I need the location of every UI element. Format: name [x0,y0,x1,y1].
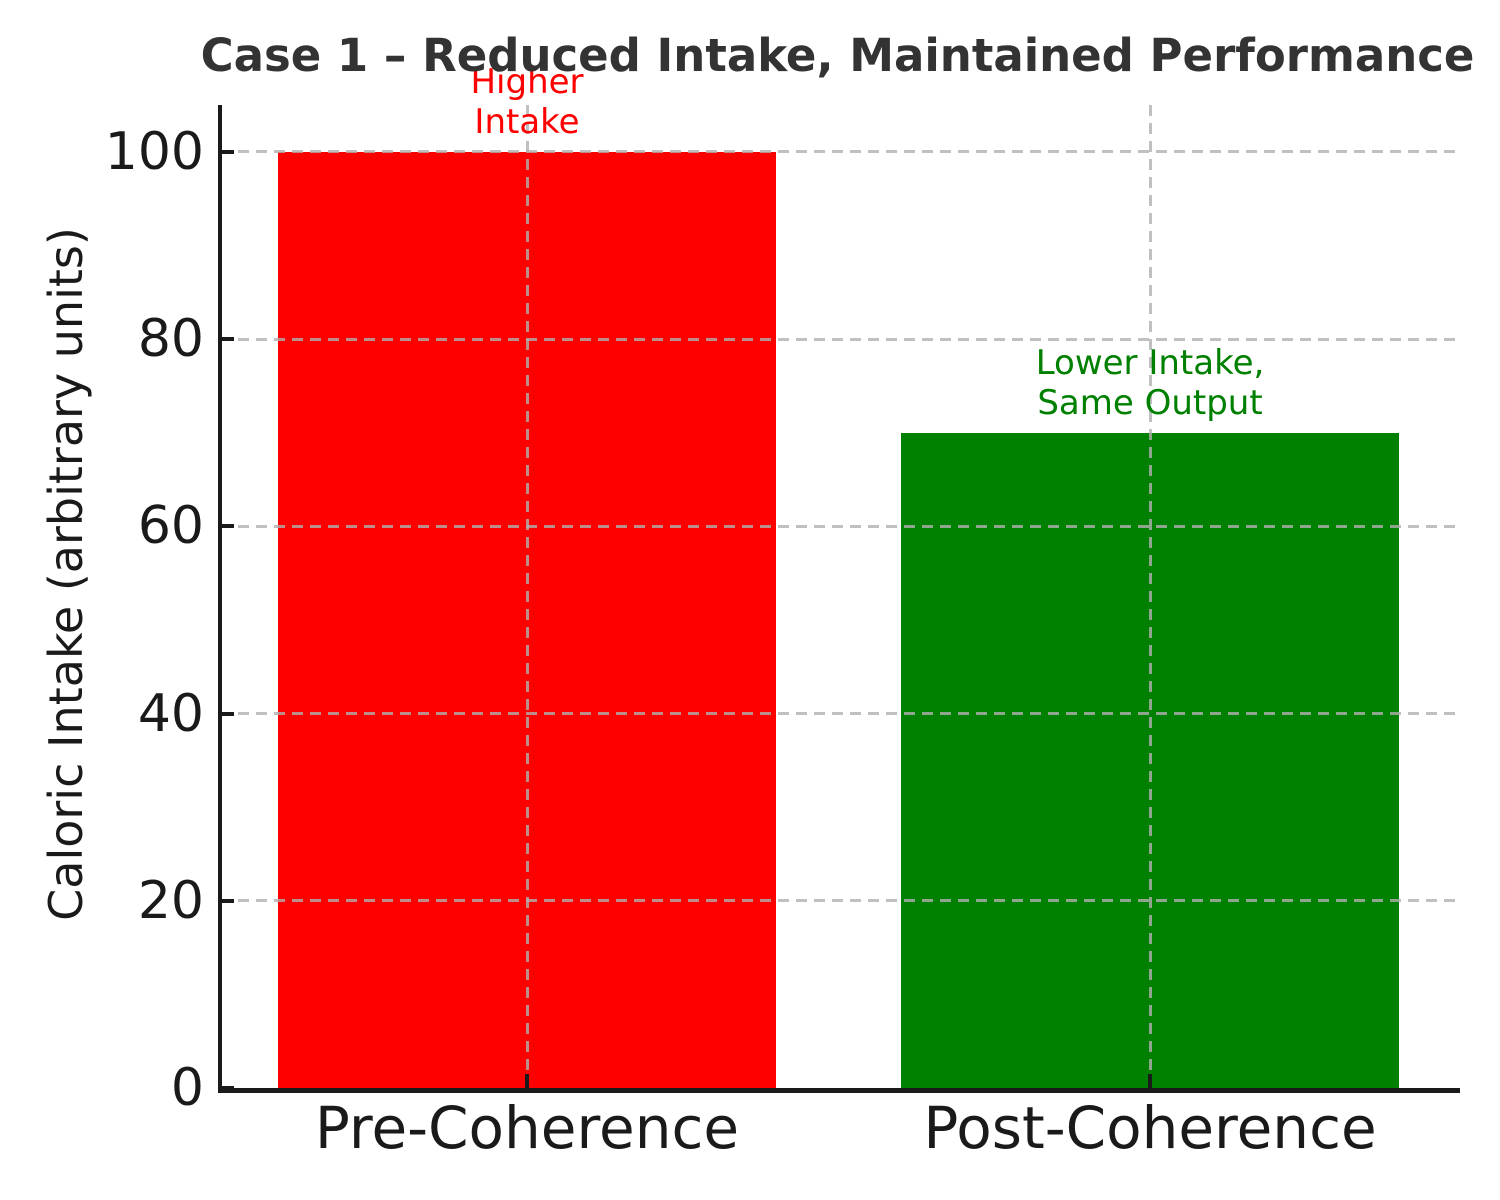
annotation-pre-coherence: Higher Intake [277,62,777,142]
y-tick-label-60: 60 [137,496,204,557]
y-axis-spine [218,105,222,1093]
y-tick-label-40: 40 [137,683,204,744]
y-gridline-20 [220,899,1455,903]
x-tick-post-coherence [1148,1074,1152,1088]
plot-area: 0 20 40 60 80 100 Pre-Coherence Post-Coherence H… [105,62,1455,1160]
y-gridline-40 [220,712,1455,716]
y-tick-20 [220,898,234,903]
x-gridline-pre-coherence [525,105,529,1088]
y-tick-label-20: 20 [137,870,204,931]
y-tick-label-80: 80 [137,309,204,370]
y-axis-title: Caloric Intake (arbitrary units) [39,227,93,921]
x-tick-label-post-coherence: Post-Coherence [923,1094,1377,1162]
y-tick-label-0: 0 [170,1058,204,1118]
annotation-pre-coherence-line1: Higher [470,62,584,103]
y-tick-80 [220,337,234,342]
y-gridline-60 [220,524,1455,528]
annotation-post-coherence-line2: Same Output [1037,383,1263,424]
x-tick-label-pre-coherence: Pre-Coherence [314,1094,740,1162]
x-tick-pre-coherence [525,1074,529,1088]
y-tick-60 [220,524,234,529]
annotation-post-coherence-line1: Lower Intake, [1035,343,1265,384]
y-gridline-80 [220,337,1455,341]
y-gridline-100 [220,150,1455,154]
chart-title: Case 1 – Reduced Intake, Maintained Perf… [200,29,1475,82]
y-tick-label-100: 100 [104,121,204,182]
x-axis-spine [218,1088,1460,1093]
annotation-pre-coherence-line2: Intake [474,102,580,143]
y-tick-100 [220,149,234,154]
x-gridline-post-coherence [1148,105,1152,1088]
annotation-post-coherence: Lower Intake, Same Output [900,343,1400,423]
y-tick-40 [220,711,234,716]
